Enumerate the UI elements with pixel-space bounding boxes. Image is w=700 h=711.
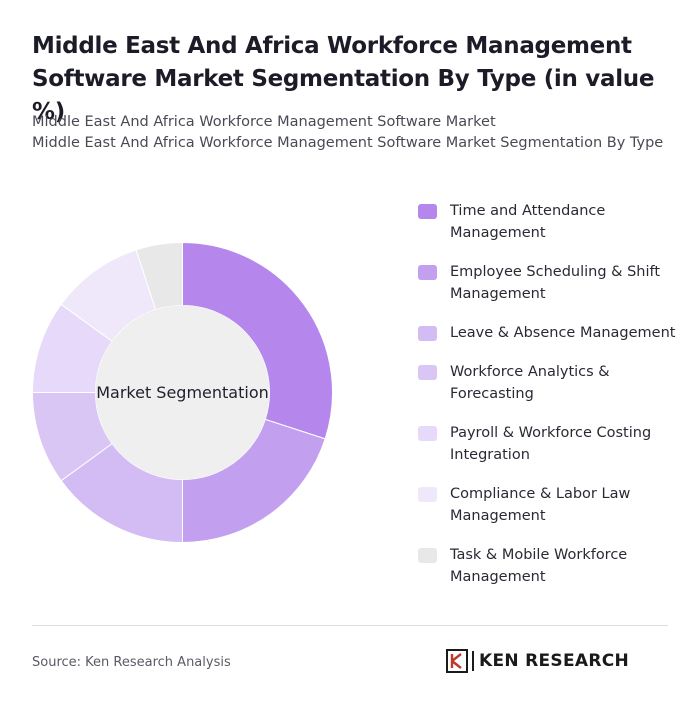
subtitle-line-1: Middle East And Africa Workforce Managem… — [32, 114, 496, 130]
logo-text: KEN RESEARCH — [479, 651, 630, 671]
legend-item[interactable]: Time and Attendance Management — [418, 200, 688, 244]
divider — [32, 625, 668, 626]
legend-item[interactable]: Compliance & Labor Law Management — [418, 483, 688, 527]
legend-label: Leave & Absence Management — [450, 325, 676, 341]
donut-slices — [31, 241, 333, 544]
donut-center — [95, 305, 270, 480]
ken-research-logo: KEN RESEARCH — [446, 649, 629, 673]
legend-label: Payroll & Workforce Costing Integration — [450, 425, 652, 463]
legend-label: Task & Mobile Workforce Management — [450, 547, 628, 585]
subtitle-line-2: Middle East And Africa Workforce Managem… — [32, 135, 664, 151]
logo-divider — [472, 651, 474, 671]
donut-chart: Market Segmentation — [31, 241, 333, 544]
chart-subtitle: Middle East And Africa Workforce Managem… — [32, 112, 682, 154]
logo-mark-icon — [446, 649, 468, 673]
legend-item[interactable]: Payroll & Workforce Costing Integration — [418, 422, 688, 466]
center-label: Market Segmentation — [96, 383, 269, 402]
legend-item[interactable]: Employee Scheduling & Shift Management — [418, 261, 688, 305]
legend-swatch — [418, 265, 437, 280]
legend-swatch — [418, 548, 437, 563]
legend-swatch — [418, 365, 437, 380]
legend-item[interactable]: Leave & Absence Management — [418, 322, 688, 344]
chart-title: Middle East And Africa Workforce Managem… — [32, 33, 655, 125]
legend-label: Compliance & Labor Law Management — [450, 486, 631, 524]
legend-swatch — [418, 487, 437, 502]
legend-label: Employee Scheduling & Shift Management — [450, 264, 661, 302]
legend-swatch — [418, 326, 437, 341]
legend-item[interactable]: Workforce Analytics & Forecasting — [418, 361, 688, 405]
source-note: Source: Ken Research Analysis — [32, 655, 231, 670]
legend-label: Workforce Analytics & Forecasting — [450, 364, 610, 402]
legend: Time and Attendance Management Employee S… — [418, 200, 688, 605]
legend-swatch — [418, 204, 437, 219]
legend-item[interactable]: Task & Mobile Workforce Management — [418, 544, 688, 588]
legend-swatch — [418, 426, 437, 441]
legend-label: Time and Attendance Management — [450, 203, 606, 241]
